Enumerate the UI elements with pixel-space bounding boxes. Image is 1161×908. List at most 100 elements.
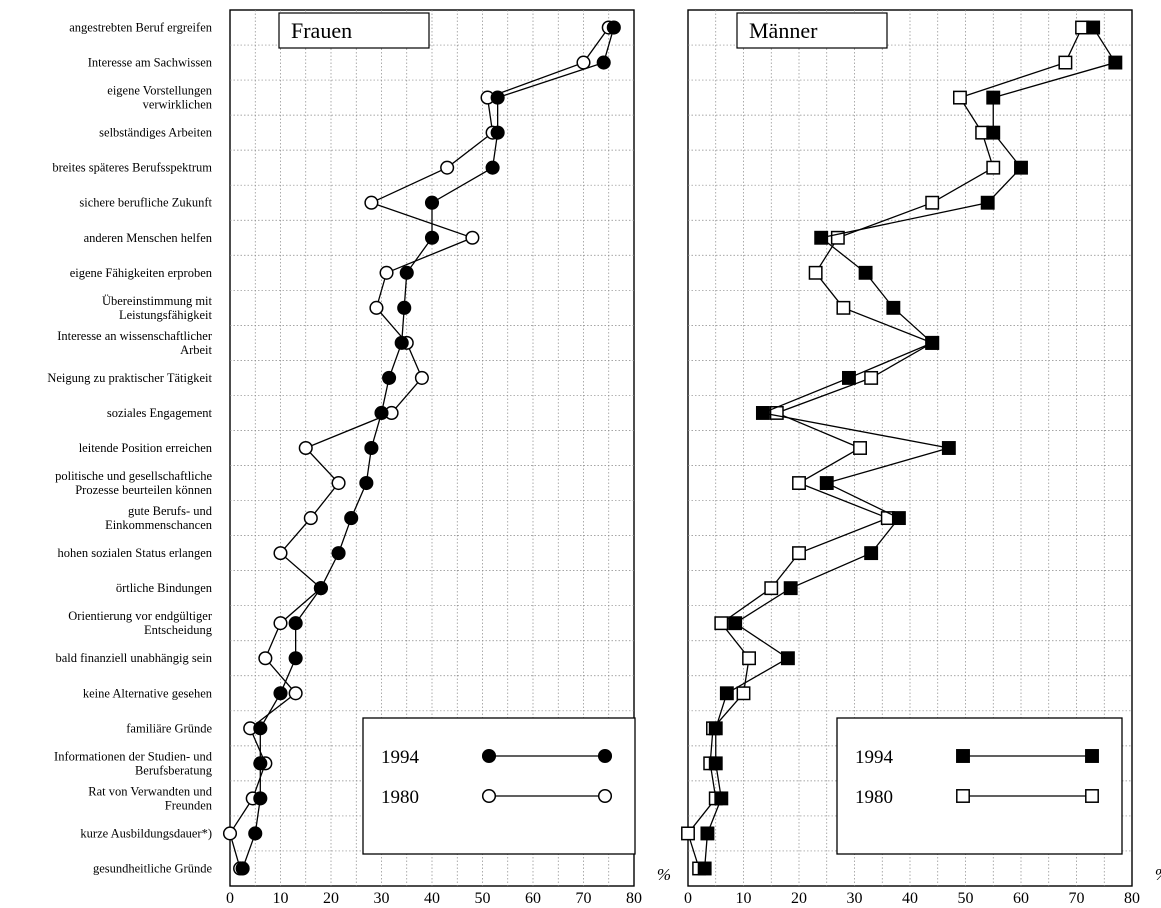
data-point-1994 — [288, 651, 303, 666]
panel-title: Männer — [749, 18, 818, 43]
data-point-1994 — [719, 686, 734, 701]
x-tick-label: 10 — [273, 890, 289, 907]
x-unit-label: % — [657, 865, 671, 884]
data-point-1980 — [465, 230, 480, 245]
data-point-1980 — [792, 546, 806, 561]
data-point-1994 — [783, 581, 798, 596]
data-point-1994 — [273, 686, 288, 701]
data-point-1994 — [697, 861, 712, 876]
category-label: sichere berufliche Zukunft — [79, 196, 212, 210]
data-point-1994 — [819, 476, 834, 490]
x-unit-label: % — [1155, 865, 1161, 884]
data-point-1994 — [755, 406, 770, 420]
category-label: kurze Ausbildungsdauer*) — [80, 826, 212, 840]
data-point-1980 — [714, 616, 729, 631]
legend-marker — [481, 748, 497, 764]
x-tick-label: 40 — [424, 890, 440, 907]
x-tick-label: 0 — [226, 890, 234, 907]
data-point-1980 — [953, 90, 967, 105]
data-point-1994 — [394, 335, 409, 350]
panel-title-box — [736, 12, 888, 49]
x-tick-label: 70 — [1069, 890, 1085, 907]
x-tick-label: 70 — [576, 890, 592, 907]
legend-label: 1994 — [855, 747, 894, 768]
data-point-1994 — [364, 440, 379, 456]
data-point-1994 — [842, 370, 856, 385]
data-point-1980 — [414, 370, 429, 385]
legend-marker — [481, 788, 497, 804]
x-tick-label: 30 — [847, 890, 863, 907]
data-point-1980 — [258, 651, 273, 666]
data-point-1994 — [485, 160, 500, 175]
category-label: bald finanziell unabhängig sein — [55, 651, 212, 665]
data-point-1980 — [369, 300, 384, 315]
x-tick-label: 30 — [374, 890, 390, 907]
data-point-1994 — [780, 651, 795, 666]
x-tick-label: 60 — [525, 890, 541, 907]
x-tick-label: 40 — [902, 890, 918, 907]
category-label: angestrebten Beruf ergreifen — [69, 21, 213, 35]
data-point-1994 — [606, 20, 621, 35]
category-label: örtliche Bindungen — [116, 581, 213, 595]
data-point-1994 — [359, 475, 374, 491]
data-point-1994 — [235, 861, 250, 876]
data-point-1994 — [253, 756, 268, 771]
data-point-1994 — [397, 300, 412, 315]
data-point-1980 — [808, 265, 823, 280]
category-label: Orientierung vor endgültiger Entscheidung — [68, 609, 213, 637]
data-point-1994 — [925, 335, 940, 350]
category-label: selbständiges Arbeiten — [99, 126, 213, 140]
data-point-1994 — [886, 300, 901, 315]
category-label: Interesse am Sachwissen — [88, 56, 213, 70]
category-label: Informationen der Studien- und Berufsbera… — [54, 749, 213, 777]
data-point-1994 — [986, 125, 1001, 140]
data-point-1994 — [331, 546, 346, 561]
data-point-1994 — [1108, 55, 1123, 70]
legend-marker — [597, 748, 613, 764]
data-point-1994 — [288, 616, 303, 631]
panel-title: Frauen — [291, 18, 352, 43]
x-tick-label: 80 — [1124, 890, 1140, 907]
data-point-1980 — [736, 686, 751, 701]
data-point-1980 — [576, 55, 591, 70]
legend-marker — [1085, 749, 1099, 763]
category-label: Übereinstimmung mit Leistungsfähigkeit — [102, 294, 213, 322]
data-point-1994 — [596, 55, 611, 70]
legend-marker — [956, 789, 970, 803]
data-point-1980 — [273, 616, 288, 631]
data-point-1994 — [490, 90, 505, 105]
legend-label: 1994 — [381, 747, 420, 768]
legend-marker — [956, 749, 970, 763]
x-tick-label: 10 — [736, 890, 752, 907]
data-point-1980 — [288, 686, 303, 701]
x-tick-label: 80 — [626, 890, 642, 907]
legend-marker — [597, 788, 613, 804]
legend-box — [362, 717, 636, 855]
data-point-1980 — [853, 441, 867, 455]
category-label: gesundheitliche Gründe — [93, 861, 213, 875]
category-label: Interesse an wissenschaftlicher Arbeit — [57, 329, 213, 357]
data-point-1980 — [986, 160, 1001, 175]
x-tick-label: 20 — [791, 890, 807, 907]
data-point-1994 — [1014, 160, 1028, 175]
data-point-1994 — [382, 370, 397, 385]
category-label: politische und gesellschaftliche Prozesse… — [55, 469, 213, 497]
data-point-1980 — [681, 826, 695, 841]
legend-label: 1980 — [381, 787, 419, 808]
data-point-1980 — [331, 475, 346, 491]
legend-label: 1980 — [855, 787, 893, 808]
data-point-1980 — [273, 546, 288, 561]
data-point-1994 — [1086, 20, 1101, 35]
data-point-1980 — [303, 511, 318, 526]
data-point-1980 — [222, 826, 238, 841]
x-tick-label: 60 — [1013, 890, 1029, 907]
x-tick-label: 20 — [323, 890, 339, 907]
data-point-1994 — [986, 90, 1001, 105]
data-point-1994 — [374, 405, 389, 421]
data-point-1980 — [364, 195, 379, 210]
data-point-1994 — [708, 721, 723, 736]
data-point-1980 — [792, 476, 806, 490]
data-point-1994 — [941, 441, 956, 455]
category-label: leitende Position erreichen — [79, 441, 213, 455]
data-point-1994 — [253, 791, 268, 806]
